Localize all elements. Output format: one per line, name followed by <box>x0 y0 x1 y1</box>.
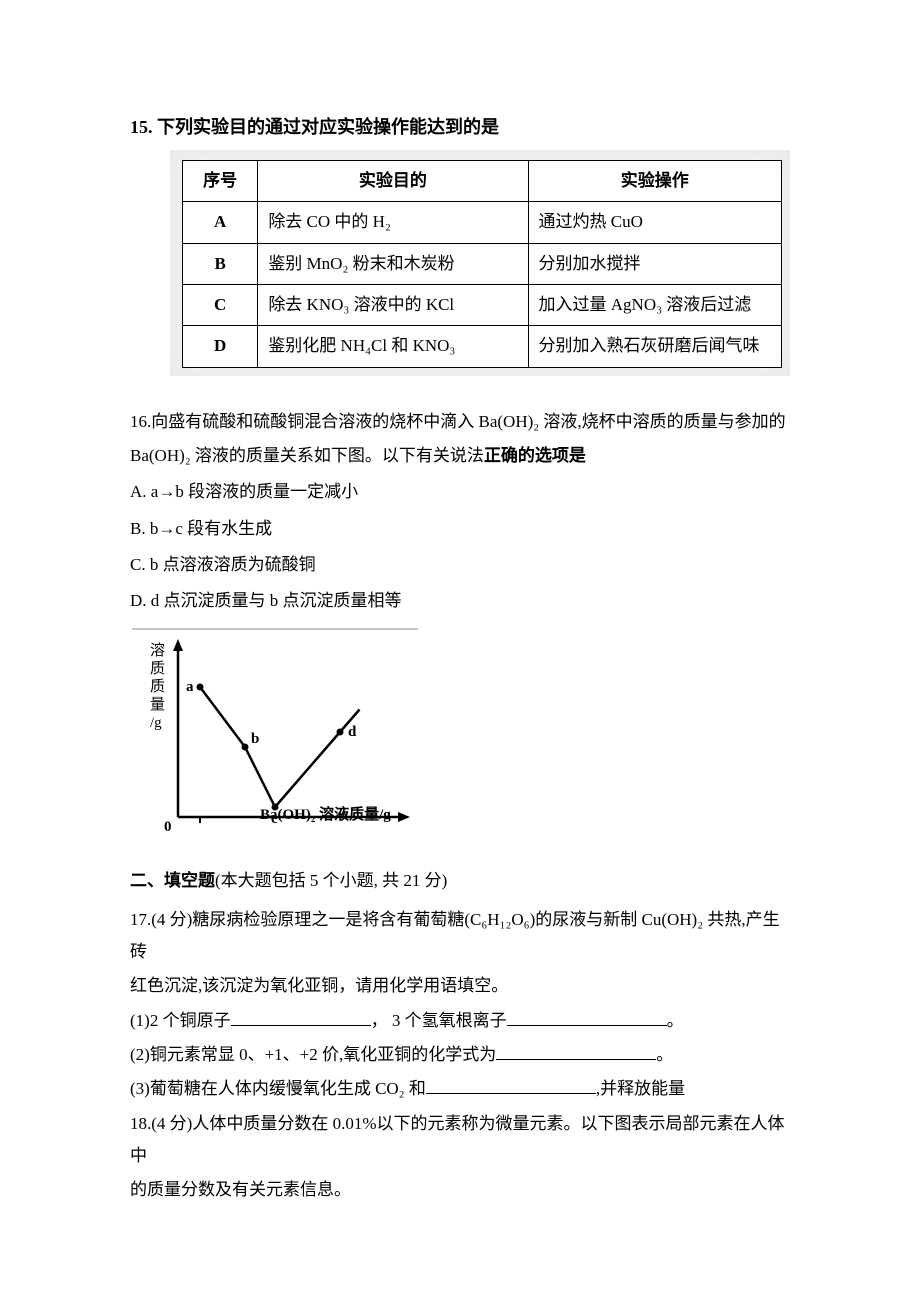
table-row: D 鉴别化肥 NH₄Cl 和 KNO₃ 分别加入熟石灰研磨后闻气味 <box>183 326 782 367</box>
q15-op: 加入过量 AgNO₃ 溶液后过滤 <box>528 285 781 326</box>
svg-text:/g: /g <box>150 715 162 731</box>
q16-options: A. a→b 段溶液的质量一定减小 B. b→c 段有水生成 C. b 点溶液溶… <box>130 476 790 617</box>
q16-option-d: D. d 点沉淀质量与 b 点沉淀质量相等 <box>130 585 790 617</box>
section2-bold: 二、填空题 <box>130 871 215 890</box>
q15-table-container: 序号 实验目的 实验操作 A 除去 CO 中的 H₂ 通过灼热 CuO B 鉴别… <box>170 150 790 375</box>
q15-op: 分别加入熟石灰研磨后闻气味 <box>528 326 781 367</box>
q17-p1mid: ， 3 个氢氧根离子 <box>371 1011 507 1030</box>
q15-seq: C <box>183 285 258 326</box>
q15-heading: 15. 下列实验目的通过对应实验操作能达到的是 <box>130 110 790 144</box>
q16-option-c: C. b 点溶液溶质为硫酸铜 <box>130 549 790 581</box>
q17-p3end: ,并释放能量 <box>596 1079 685 1098</box>
blank <box>426 1078 596 1094</box>
q18-line2: 的质量分数及有关元素信息。 <box>130 1174 790 1206</box>
q15-op: 通过灼热 CuO <box>528 202 781 243</box>
q15-seq: D <box>183 326 258 367</box>
table-row: C 除去 KNO₃ 溶液中的 KCl 加入过量 AgNO₃ 溶液后过滤 <box>183 285 782 326</box>
q15-seq: A <box>183 202 258 243</box>
q16-stem-line2: Ba(OH)₂ 溶液的质量关系如下图。以下有关说法正确的选项是 <box>130 440 790 472</box>
q15-goal: 除去 KNO₃ 溶液中的 KCl <box>258 285 528 326</box>
q17-sub2: (2)铜元素常显 0、+1、+2 价,氧化亚铜的化学式为 。 <box>130 1039 790 1071</box>
q15-goal: 鉴别 MnO₂ 粉末和木炭粉 <box>258 243 528 284</box>
q17: 17.(4 分)糖尿病检验原理之一是将含有葡萄糖(C₆H₁₂O₆)的尿液与新制 … <box>130 904 790 1106</box>
q16-graph: 溶质质量/g0Ba(OH)₂ 溶液质量/gabcd <box>130 627 420 847</box>
svg-text:量: 量 <box>150 697 165 713</box>
q17-p2a: (2)铜元素常显 0、+1、+2 价,氧化亚铜的化学式为 <box>130 1045 496 1064</box>
q15-table: 序号 实验目的 实验操作 A 除去 CO 中的 H₂ 通过灼热 CuO B 鉴别… <box>182 160 782 367</box>
q17-p2end: 。 <box>656 1045 673 1064</box>
section2-heading: 二、填空题(本大题包括 5 个小题, 共 21 分) <box>130 865 790 897</box>
q16-stem-line1: 16.向盛有硫酸和硫酸铜混合溶液的烧杯中滴入 Ba(OH)₂ 溶液,烧杯中溶质的… <box>130 406 790 438</box>
q17-line2: 红色沉淀,该沉淀为氧化亚铜，请用化学用语填空。 <box>130 970 790 1002</box>
svg-text:b: b <box>251 731 259 747</box>
svg-text:质: 质 <box>150 678 165 695</box>
svg-text:溶: 溶 <box>150 642 165 659</box>
q16-option-b: B. b→c 段有水生成 <box>130 513 790 545</box>
q16-stem: 16.向盛有硫酸和硫酸铜混合溶液的烧杯中滴入 Ba(OH)₂ 溶液,烧杯中溶质的… <box>130 406 790 473</box>
svg-text:d: d <box>348 724 357 740</box>
q15-col-seq: 序号 <box>183 161 258 202</box>
q17-p1end: 。 <box>667 1011 684 1030</box>
q17-p3a: (3)葡萄糖在人体内缓慢氧化生成 CO₂ 和 <box>130 1079 426 1098</box>
q17-line1: 17.(4 分)糖尿病检验原理之一是将含有葡萄糖(C₆H₁₂O₆)的尿液与新制 … <box>130 904 790 969</box>
q18-line1: 18.(4 分)人体中质量分数在 0.01%以下的元素称为微量元素。以下图表示局… <box>130 1108 790 1173</box>
table-row: B 鉴别 MnO₂ 粉末和木炭粉 分别加水搅拌 <box>183 243 782 284</box>
q15-header-row: 序号 实验目的 实验操作 <box>183 161 782 202</box>
q17-p1a: (1)2 个铜原子 <box>130 1011 231 1030</box>
blank <box>496 1044 656 1060</box>
q16-option-a: A. a→b 段溶液的质量一定减小 <box>130 476 790 508</box>
q15-number: 15. <box>130 117 153 137</box>
q15-col-op: 实验操作 <box>528 161 781 202</box>
q16-stem2-prefix: Ba(OH)₂ 溶液的质量关系如下图。以下有关说法 <box>130 446 484 465</box>
q15-goal: 除去 CO 中的 H₂ <box>258 202 528 243</box>
svg-text:0: 0 <box>164 819 172 835</box>
exam-page: 15. 下列实验目的通过对应实验操作能达到的是 序号 实验目的 实验操作 A 除… <box>0 0 920 1288</box>
q15-title: 下列实验目的通过对应实验操作能达到的是 <box>157 117 499 137</box>
section2-rest: (本大题包括 5 个小题, 共 21 分) <box>215 871 447 890</box>
q15-op: 分别加水搅拌 <box>528 243 781 284</box>
svg-text:c: c <box>271 811 278 827</box>
svg-text:Ba(OH)₂ 溶液质量/g: Ba(OH)₂ 溶液质量/g <box>260 805 391 823</box>
q15-goal: 鉴别化肥 NH₄Cl 和 KNO₃ <box>258 326 528 367</box>
blank <box>507 1009 667 1025</box>
svg-text:a: a <box>186 679 194 695</box>
q16-stem2-bold: 正确的选项是 <box>484 446 586 465</box>
q17-sub1: (1)2 个铜原子 ， 3 个氢氧根离子 。 <box>130 1005 790 1037</box>
table-row: A 除去 CO 中的 H₂ 通过灼热 CuO <box>183 202 782 243</box>
q15-seq: B <box>183 243 258 284</box>
svg-text:质: 质 <box>150 660 165 677</box>
blank <box>231 1009 371 1025</box>
q18: 18.(4 分)人体中质量分数在 0.01%以下的元素称为微量元素。以下图表示局… <box>130 1108 790 1207</box>
q17-sub3: (3)葡萄糖在人体内缓慢氧化生成 CO₂ 和 ,并释放能量 <box>130 1073 790 1105</box>
q16-graph-svg: 溶质质量/g0Ba(OH)₂ 溶液质量/gabcd <box>130 627 420 847</box>
q15-col-goal: 实验目的 <box>258 161 528 202</box>
